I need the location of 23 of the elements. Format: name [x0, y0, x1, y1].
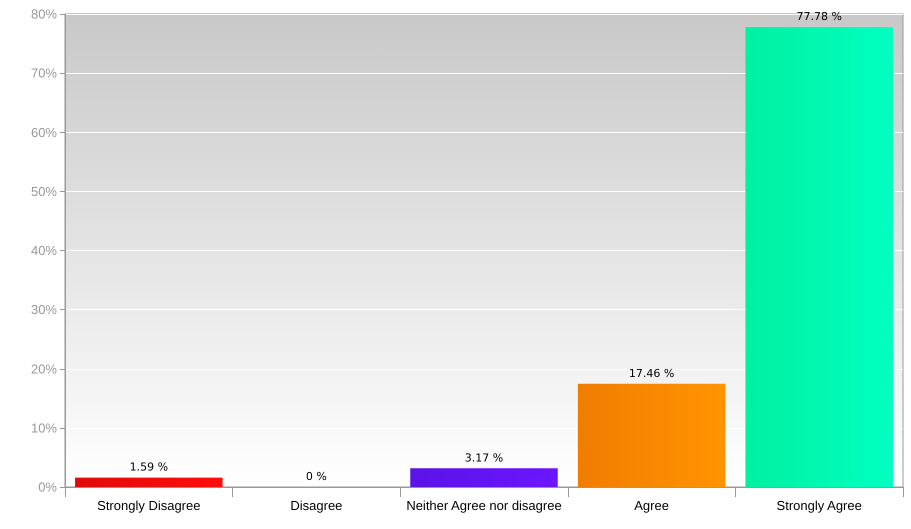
y-tick-label: 80%: [30, 6, 58, 22]
y-tick-label: 60%: [30, 124, 58, 140]
x-tick-label: Strongly Agree: [776, 498, 862, 513]
y-tick-label: 70%: [30, 66, 58, 81]
y-tick-label: 10%: [30, 420, 58, 436]
x-tick-label: Neither Agree nor disagree: [406, 498, 562, 513]
x-tick-label: Strongly Disagree: [97, 498, 200, 513]
data-label: 17.46 %: [628, 366, 674, 380]
y-tick-label: 50%: [30, 184, 58, 199]
y-tick-label: 20%: [30, 361, 58, 376]
bar: [75, 478, 223, 487]
x-tick-label: Agree: [634, 498, 669, 513]
data-label: 1.59 %: [130, 460, 168, 474]
data-label: 3.17 %: [464, 451, 504, 464]
x-tick-label: Disagree: [290, 498, 342, 513]
y-tick-label: 0%: [38, 480, 58, 494]
y-tick-label: 30%: [30, 302, 58, 318]
bar: [410, 468, 558, 487]
bar: [745, 27, 893, 487]
data-label: 77.78 %: [796, 10, 842, 24]
bar: [578, 384, 726, 487]
data-label: 0 %: [306, 470, 327, 483]
y-tick-label: 40%: [30, 243, 58, 258]
